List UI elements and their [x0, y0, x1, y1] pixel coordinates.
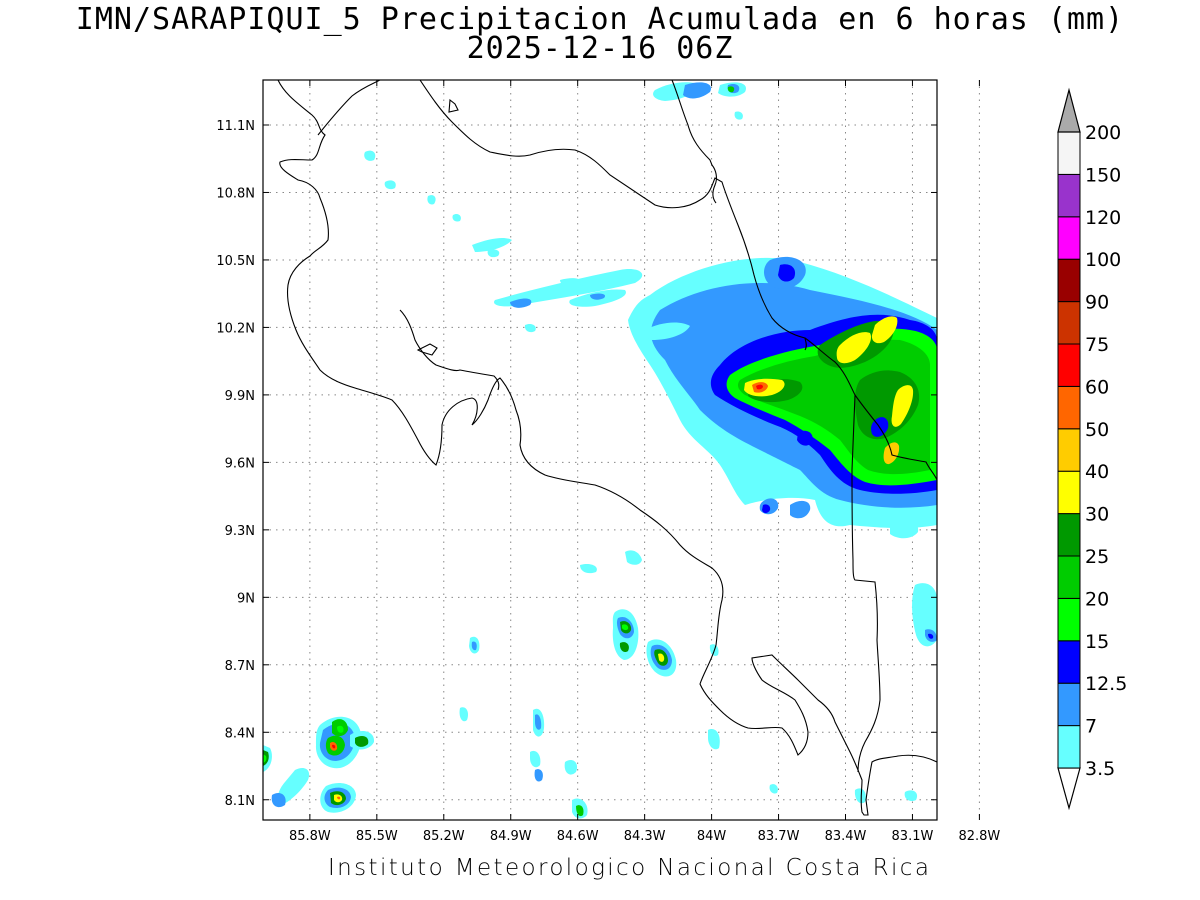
precip-cells-southwest	[263, 716, 375, 813]
lon-tick-label: 84.9W	[490, 829, 532, 844]
colorbar-swatch	[1057, 301, 1081, 345]
colorbar-swatch	[1057, 513, 1081, 557]
lon-tick-label: 83.4W	[825, 829, 867, 844]
lon-tick-label: 85.2W	[423, 829, 465, 844]
colorbar-swatch	[1057, 640, 1081, 684]
longitude-axis: 85.8W 85.5W 85.2W 84.9W 84.6W 84.3W 84W 83.7W 83…	[289, 80, 1000, 844]
colorbar-label: 50	[1085, 419, 1109, 441]
lat-tick-label: 9.3N	[225, 524, 255, 539]
colorbar-legend: 3.5 7 12.5 15 20 25 30 40 50 60 75 90 100 120 150 200	[1057, 87, 1127, 811]
colorbar-swatch	[1057, 216, 1081, 260]
colorbar-max-arrow	[1057, 87, 1081, 133]
lon-tick-label: 83.7W	[758, 829, 800, 844]
plot-frame	[262, 79, 938, 821]
colorbar-label: 90	[1085, 292, 1109, 314]
colorbar-swatch	[1057, 682, 1081, 727]
colorbar-label: 200	[1085, 122, 1121, 144]
footer-credit: Instituto Meteorologico Nacional Costa R…	[328, 855, 932, 881]
lon-tick-label: 84.6W	[557, 829, 599, 844]
lon-tick-label: 84W	[697, 829, 727, 844]
coastline-borders	[277, 80, 937, 816]
lat-tick-label: 8.1N	[225, 794, 255, 809]
colorbar-label: 12.5	[1085, 673, 1127, 695]
map-datetime: 2025-12-16 06Z	[466, 31, 734, 66]
lat-tick-label: 8.7N	[225, 659, 255, 674]
lat-tick-label: 9.6N	[225, 456, 255, 471]
lat-tick-label: 8.4N	[225, 726, 255, 741]
lat-tick-label: 9N	[237, 591, 255, 606]
colorbar-swatch	[1057, 597, 1081, 642]
colorbar-swatch	[1057, 131, 1081, 175]
lat-tick-label: 10.5N	[216, 254, 255, 269]
latitude-axis: 8.1N 8.4N 8.7N 9N 9.3N 9.6N 9.9N 10.2N 10.5N 10.8…	[216, 119, 937, 809]
precip-cells-south	[459, 550, 937, 819]
colorbar-label: 20	[1085, 588, 1109, 610]
precip-streaks-north	[364, 82, 746, 340]
lat-tick-label: 10.2N	[216, 321, 255, 336]
lon-tick-label: 84.3W	[624, 829, 666, 844]
colorbar-swatch	[1057, 385, 1081, 430]
lat-tick-label: 11.1N	[216, 119, 255, 134]
colorbar-swatch	[1057, 173, 1081, 218]
lat-tick-label: 10.8N	[216, 186, 255, 201]
colorbar-swatch	[1057, 343, 1081, 387]
lon-tick-label: 83.1W	[892, 829, 934, 844]
lon-tick-label: 85.5W	[356, 829, 398, 844]
lon-tick-label: 85.8W	[289, 829, 331, 844]
colorbar-label: 15	[1085, 631, 1109, 653]
colorbar-swatch	[1057, 258, 1081, 303]
lon-tick-label: 82.8W	[958, 829, 1000, 844]
map-title: IMN/SARAPIQUI_5 Precipitacion Acumulada …	[75, 2, 1125, 37]
colorbar-swatch	[1057, 725, 1081, 769]
precipitation-field	[263, 82, 937, 819]
colorbar-label: 40	[1085, 461, 1109, 483]
colorbar-label: 120	[1085, 207, 1121, 229]
colorbar-min-arrow	[1057, 767, 1081, 811]
lat-tick-label: 9.9N	[225, 389, 255, 404]
colorbar-label: 7	[1085, 716, 1097, 738]
colorbar-label: 150	[1085, 164, 1121, 186]
colorbar-label: 100	[1085, 249, 1121, 271]
colorbar-label: 30	[1085, 504, 1109, 526]
colorbar-label: 60	[1085, 376, 1109, 398]
colorbar-label: 75	[1085, 334, 1109, 356]
precip-cluster-caribbean	[628, 256, 937, 539]
colorbar-swatch	[1057, 428, 1081, 472]
colorbar-swatch	[1057, 555, 1081, 599]
colorbar-label: 3.5	[1085, 758, 1115, 780]
colorbar-label: 25	[1085, 546, 1109, 568]
colorbar-swatch	[1057, 470, 1081, 515]
